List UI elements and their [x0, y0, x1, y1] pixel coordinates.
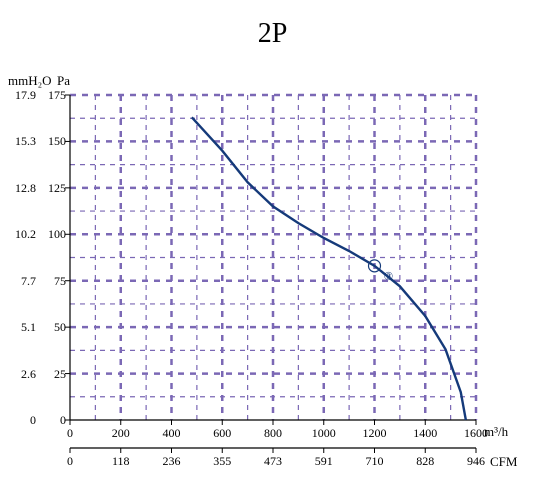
- xtick-m3h: 0: [67, 426, 73, 441]
- ytick-pa: 150: [42, 134, 66, 149]
- xtick-cfm: 473: [264, 454, 282, 469]
- ytick-mmh2o: 17.9: [8, 88, 36, 103]
- xtick-cfm: 828: [416, 454, 434, 469]
- xtick-m3h: 600: [213, 426, 231, 441]
- ytick-mmh2o: 12.8: [8, 181, 36, 196]
- ytick-pa: 125: [42, 181, 66, 196]
- xtick-m3h: 1200: [363, 426, 387, 441]
- ytick-pa: 75: [42, 274, 66, 289]
- ytick-mmh2o: 10.2: [8, 227, 36, 242]
- ytick-mmh2o: 15.3: [8, 134, 36, 149]
- plot-area: ③: [70, 95, 476, 420]
- xtick-cfm: 236: [163, 454, 181, 469]
- ytick-pa: 100: [42, 227, 66, 242]
- xtick-cfm: 946: [467, 454, 485, 469]
- xtick-cfm: 591: [315, 454, 333, 469]
- xtick-cfm: 710: [366, 454, 384, 469]
- xtick-m3h: 1000: [312, 426, 336, 441]
- y-unit-pa-label: Pa: [57, 73, 70, 89]
- ytick-mmh2o: 0: [8, 413, 36, 428]
- ytick-mmh2o: 5.1: [8, 320, 36, 335]
- xtick-cfm: 0: [67, 454, 73, 469]
- xtick-m3h: 1400: [413, 426, 437, 441]
- xtick-m3h: 400: [163, 426, 181, 441]
- xtick-cfm: 355: [213, 454, 231, 469]
- xtick-m3h: 200: [112, 426, 130, 441]
- ytick-mmh2o: 7.7: [8, 274, 36, 289]
- ytick-pa: 0: [42, 413, 66, 428]
- ytick-mmh2o: 2.6: [8, 367, 36, 382]
- ytick-pa: 50: [42, 320, 66, 335]
- xtick-m3h: 800: [264, 426, 282, 441]
- xtick-cfm: 118: [112, 454, 130, 469]
- ytick-pa: 175: [42, 88, 66, 103]
- marker-label: ③: [384, 271, 394, 283]
- ytick-pa: 25: [42, 367, 66, 382]
- chart-title: 2P: [0, 18, 545, 50]
- xtick-m3h: 1600: [464, 426, 488, 441]
- x-unit-cfm-label: CFM: [490, 454, 517, 470]
- y-unit-mmh2o-label: mmH₂O: [8, 73, 52, 89]
